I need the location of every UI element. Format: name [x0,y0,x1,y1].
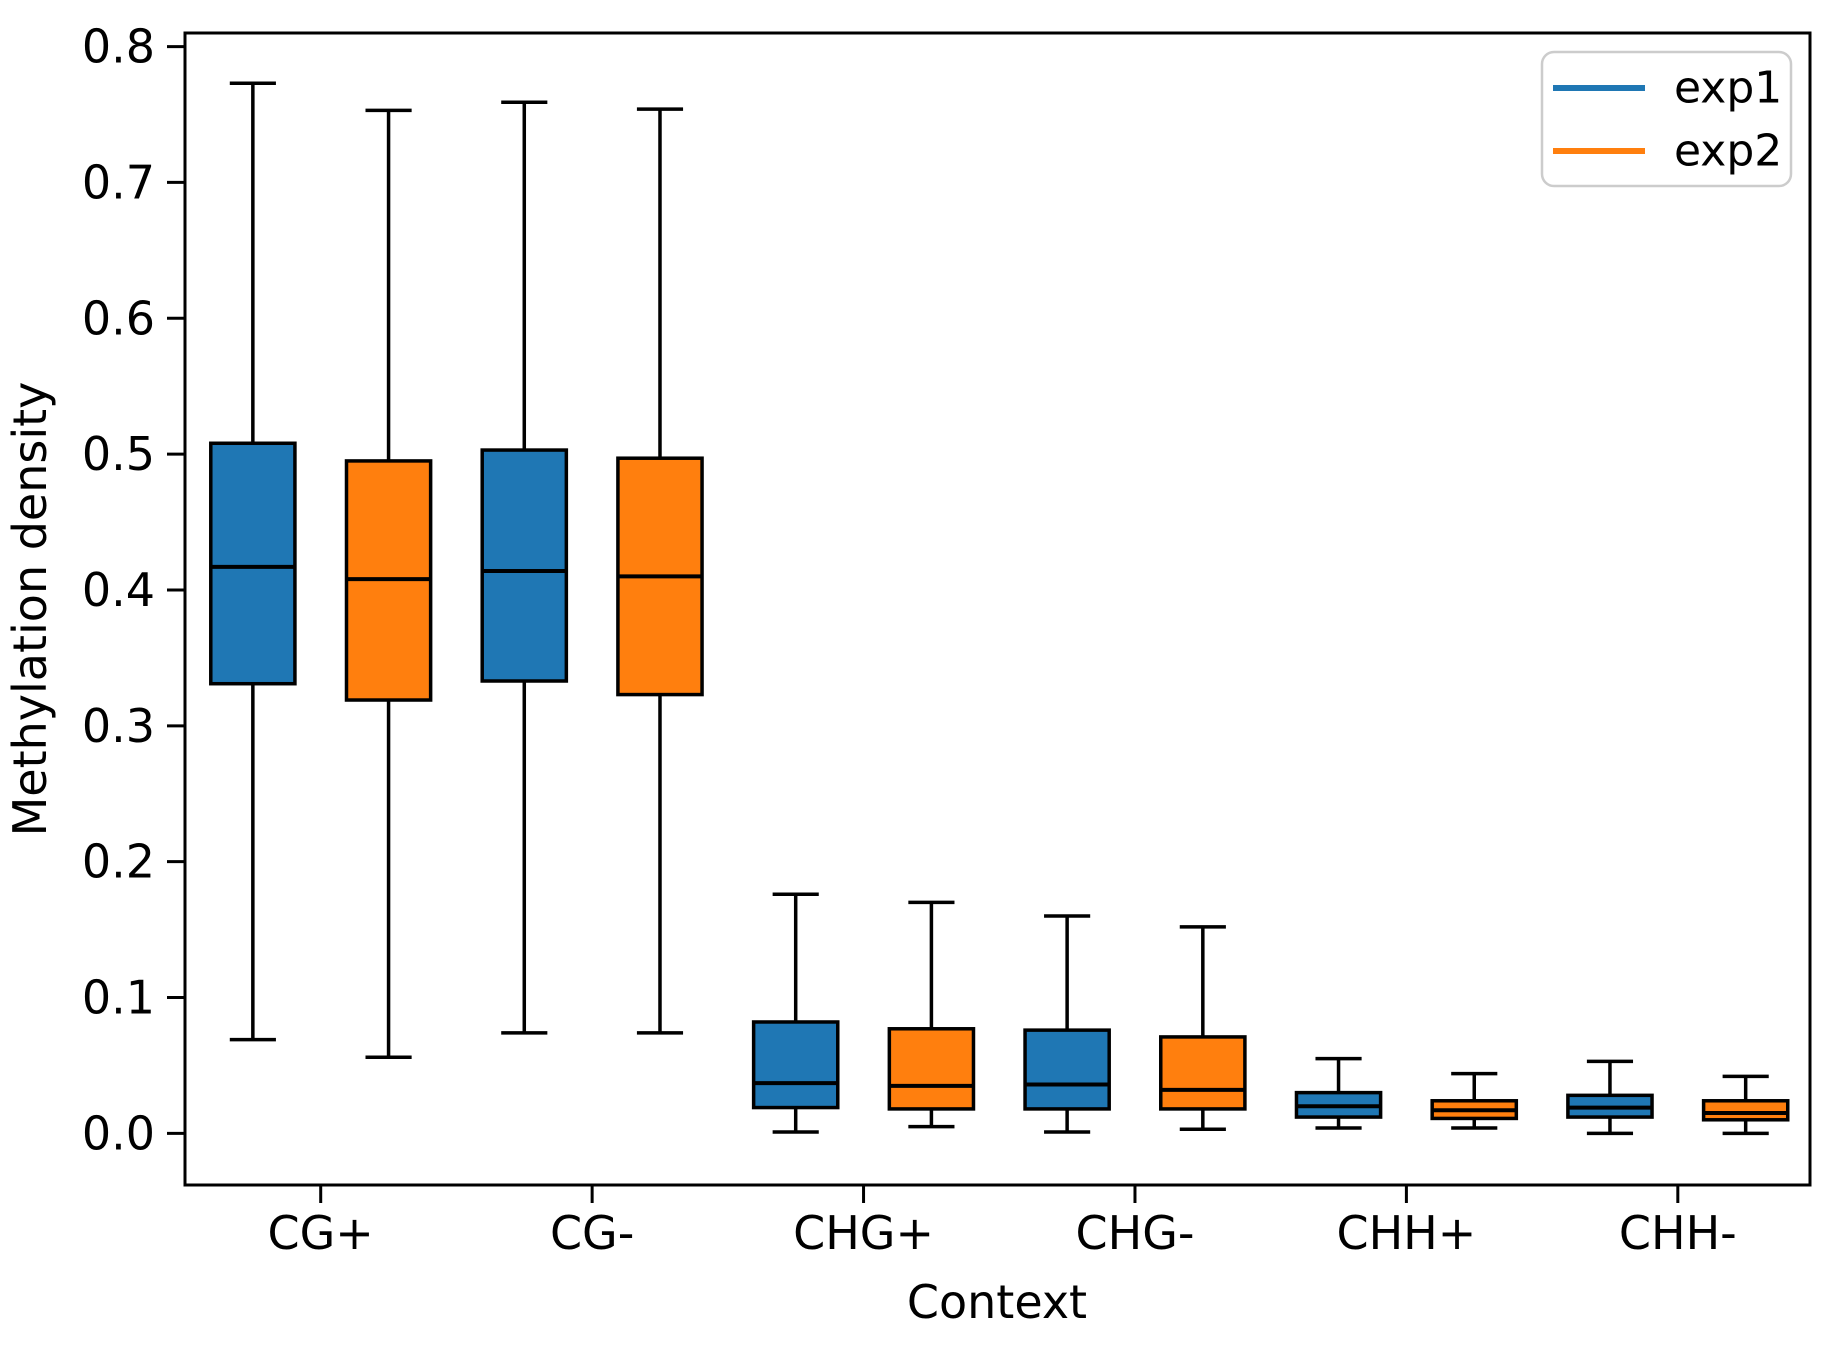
box-exp2-CHG- [1159,925,1247,1132]
legend-label-exp1: exp1 [1674,63,1782,114]
y-axis-label: Methylation density [3,382,57,837]
box-exp1-CG- [480,100,569,1035]
y-axis: 0.0 0.1 0.2 0.3 0.4 0.5 0.6 0.7 0.8 [82,20,185,1160]
y-tick-label: 0.3 [82,699,155,753]
iqr-box [1023,1028,1111,1111]
box-exp2-CHG+ [887,900,976,1129]
iqr-box [751,1020,840,1110]
x-axis-label: Context [907,1275,1087,1329]
iqr-box [1159,1035,1247,1111]
box-exp2-CHH+ [1430,1071,1519,1130]
y-tick-label: 0.2 [82,835,155,889]
y-tick-label: 0.7 [82,155,155,209]
box-exp2-CHH- [1701,1074,1790,1136]
y-tick-label: 0.0 [82,1106,155,1160]
x-tick-label: CG- [550,1206,634,1260]
axes-spines [183,31,1812,1187]
y-tick-label: 0.6 [82,291,155,345]
y-tick-label: 0.5 [82,427,155,481]
y-tick-label: 0.1 [82,971,155,1025]
iqr-box [887,1027,976,1111]
box-exp1-CHG+ [751,892,840,1134]
x-axis: CG+ CG- CHG+ CHG- CHH+ CHH- [268,1185,1737,1260]
y-tick-label: 0.4 [82,563,155,617]
iqr-box [209,441,297,686]
iqr-box [480,448,569,683]
x-tick-label: CHH- [1619,1206,1737,1260]
x-tick-label: CHH+ [1336,1206,1476,1260]
x-tick-label: CHG- [1075,1206,1194,1260]
legend-label-exp2: exp2 [1674,126,1782,177]
x-tick-label: CG+ [268,1206,374,1260]
y-tick-label: 0.8 [82,20,155,74]
box-exp2-CG+ [344,108,433,1060]
iqr-box [1701,1099,1790,1122]
x-tick-label: CHG+ [793,1206,934,1260]
box-exp1-CHG- [1023,914,1111,1134]
box-exp2-CG- [616,107,704,1035]
legend: exp1 exp2 [1540,50,1793,188]
box-exp1-CHH- [1566,1059,1654,1136]
plot-area: 0.0 0.1 0.2 0.3 0.4 0.5 0.6 0.7 0.8 CG+ CG- CHG+ CHG… [82,20,1812,1260]
box-exp1-CG+ [209,81,297,1042]
box-exp1-CHH+ [1294,1056,1383,1130]
